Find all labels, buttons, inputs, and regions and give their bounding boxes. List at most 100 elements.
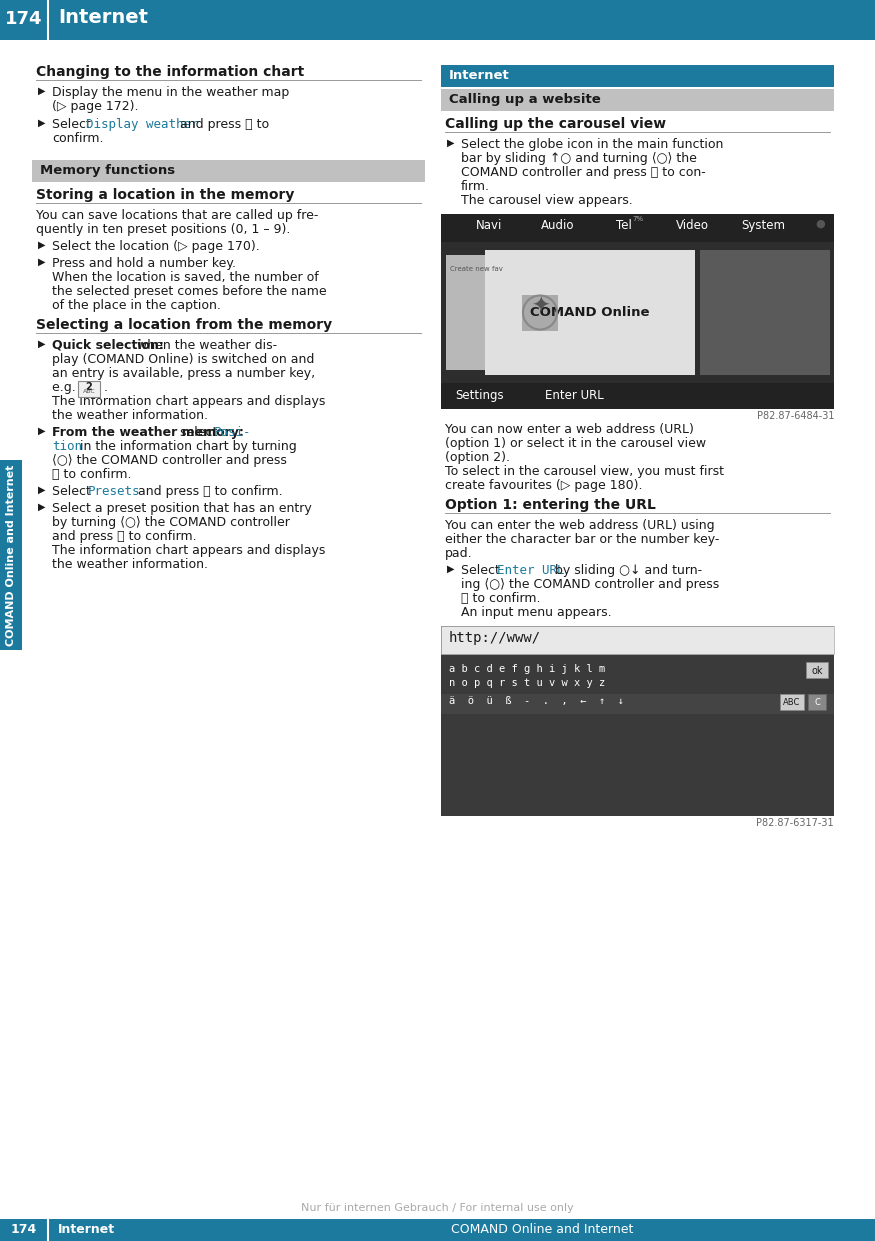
Text: quently in ten preset positions (0, 1 – 9).: quently in ten preset positions (0, 1 – …: [36, 223, 290, 236]
Text: Calling up a website: Calling up a website: [449, 93, 601, 105]
Text: Select a preset position that has an entry: Select a preset position that has an ent…: [52, 503, 312, 515]
Text: ▶: ▶: [447, 138, 454, 148]
Text: (option 1) or select it in the carousel view: (option 1) or select it in the carousel …: [445, 437, 706, 450]
Text: by turning ⟨○⟩ the COMAND controller: by turning ⟨○⟩ the COMAND controller: [52, 516, 290, 529]
Bar: [0, 460, 22, 650]
Text: play (COMAND Online) is switched on and: play (COMAND Online) is switched on and: [52, 352, 314, 366]
Bar: [441, 654, 834, 817]
Text: ABC: ABC: [82, 388, 95, 393]
Bar: [441, 625, 834, 654]
Bar: [700, 249, 830, 375]
Bar: [441, 694, 834, 714]
Bar: [32, 160, 425, 182]
Text: http://www/: http://www/: [449, 630, 541, 645]
Text: ▶: ▶: [38, 503, 46, 513]
Text: and press ⓕ to confirm.: and press ⓕ to confirm.: [134, 485, 283, 498]
Text: Internet: Internet: [58, 7, 148, 27]
Text: To select in the carousel view, you must first: To select in the carousel view, you must…: [445, 465, 724, 478]
Text: You can save locations that are called up fre-: You can save locations that are called u…: [36, 208, 318, 222]
Text: The information chart appears and displays: The information chart appears and displa…: [52, 395, 326, 408]
Bar: [780, 694, 804, 710]
Text: Audio: Audio: [541, 218, 575, 232]
Text: Memory functions: Memory functions: [40, 164, 175, 177]
Text: Calling up the carousel view: Calling up the carousel view: [445, 117, 666, 132]
Text: P82.87-6484-31: P82.87-6484-31: [757, 411, 834, 421]
Text: and press ⓕ to confirm.: and press ⓕ to confirm.: [52, 530, 197, 544]
Text: ⟨○⟩ the COMAND controller and press: ⟨○⟩ the COMAND controller and press: [52, 454, 287, 467]
Text: The information chart appears and displays: The information chart appears and displa…: [52, 544, 326, 557]
Text: COMAND Online and Internet: COMAND Online and Internet: [452, 1222, 634, 1236]
Text: ä  ö  ü  ß  -  .  ,  ←  ↑  ↓: ä ö ü ß - . , ← ↑ ↓: [449, 696, 624, 706]
Text: COMAND Online and Internet: COMAND Online and Internet: [6, 464, 16, 645]
Text: ▶: ▶: [38, 118, 46, 128]
Text: in the information chart by turning: in the information chart by turning: [76, 441, 297, 453]
Text: Internet: Internet: [58, 1222, 116, 1236]
Text: pad.: pad.: [445, 547, 472, 560]
Text: ▶: ▶: [447, 563, 454, 575]
Text: Select the location (▷ page 170).: Select the location (▷ page 170).: [52, 240, 260, 253]
Text: an entry is available, press a number key,: an entry is available, press a number ke…: [52, 367, 315, 380]
Text: You can enter the web address (URL) using: You can enter the web address (URL) usin…: [445, 519, 715, 532]
Bar: [0, 0, 875, 40]
Text: System: System: [741, 218, 785, 232]
Text: Press and hold a number key.: Press and hold a number key.: [52, 257, 236, 271]
Text: the weather information.: the weather information.: [52, 558, 208, 571]
Text: Internet: Internet: [449, 69, 510, 82]
Text: Create new fav: Create new fav: [450, 266, 503, 272]
Text: confirm.: confirm.: [52, 132, 103, 145]
Text: ▶: ▶: [38, 240, 46, 249]
Text: You can now enter a web address (URL): You can now enter a web address (URL): [445, 423, 694, 436]
Text: Display weather: Display weather: [86, 118, 199, 132]
Text: Option 1: entering the URL: Option 1: entering the URL: [445, 498, 656, 513]
Text: From the weather memory:: From the weather memory:: [52, 426, 244, 439]
Text: ▶: ▶: [38, 339, 46, 349]
Bar: [441, 213, 834, 410]
Text: when the weather dis-: when the weather dis-: [133, 339, 277, 352]
Text: ✦: ✦: [530, 297, 550, 316]
Text: firm.: firm.: [461, 180, 490, 194]
Text: a b c d e f g h i j k l m: a b c d e f g h i j k l m: [449, 664, 606, 674]
Text: of the place in the caption.: of the place in the caption.: [52, 299, 220, 311]
Text: Enter URL: Enter URL: [497, 563, 564, 577]
Text: Video: Video: [676, 218, 709, 232]
Bar: [808, 694, 826, 710]
Text: ▶: ▶: [38, 86, 46, 96]
Text: ing ⟨○⟩ the COMAND controller and press: ing ⟨○⟩ the COMAND controller and press: [461, 578, 719, 591]
Text: n o p q r s t u v w x y z: n o p q r s t u v w x y z: [449, 678, 606, 688]
Text: tion: tion: [52, 441, 82, 453]
Bar: [441, 625, 834, 817]
Bar: [446, 254, 506, 370]
Text: (option 2).: (option 2).: [445, 450, 510, 464]
Text: COMAND controller and press ⓕ to con-: COMAND controller and press ⓕ to con-: [461, 166, 706, 179]
Bar: [0, 1219, 875, 1241]
Text: Display the menu in the weather map: Display the menu in the weather map: [52, 86, 290, 99]
Text: Posi‑: Posi‑: [214, 426, 251, 439]
Text: (▷ page 172).: (▷ page 172).: [52, 101, 138, 113]
Text: Storing a location in the memory: Storing a location in the memory: [36, 187, 294, 202]
Text: 174: 174: [5, 10, 43, 29]
Text: and press ⓕ to: and press ⓕ to: [176, 118, 270, 132]
Text: P82.87-6317-31: P82.87-6317-31: [756, 818, 834, 828]
Text: Quick selection:: Quick selection:: [52, 339, 164, 352]
Text: ▶: ▶: [38, 426, 46, 436]
Text: Select the globe icon in the main function: Select the globe icon in the main functi…: [461, 138, 724, 151]
Bar: [441, 383, 834, 410]
Text: The carousel view appears.: The carousel view appears.: [461, 194, 633, 207]
Text: Navi: Navi: [476, 218, 502, 232]
Text: the selected preset comes before the name: the selected preset comes before the nam…: [52, 285, 326, 298]
Text: ▶: ▶: [38, 257, 46, 267]
Bar: [441, 213, 834, 242]
Text: Select: Select: [461, 563, 504, 577]
Bar: [441, 65, 834, 87]
Bar: [78, 381, 100, 397]
Text: select: select: [176, 426, 221, 439]
Text: e.g.: e.g.: [52, 381, 80, 393]
Text: either the character bar or the number key-: either the character bar or the number k…: [445, 532, 719, 546]
Text: Select: Select: [52, 118, 94, 132]
Text: bar by sliding ↑○ and turning ⟨○⟩ the: bar by sliding ↑○ and turning ⟨○⟩ the: [461, 151, 696, 165]
Text: Select: Select: [52, 485, 94, 498]
Bar: [485, 249, 695, 375]
Text: ⓕ to confirm.: ⓕ to confirm.: [52, 468, 131, 482]
Text: When the location is saved, the number of: When the location is saved, the number o…: [52, 271, 318, 284]
Text: 2: 2: [86, 382, 93, 392]
